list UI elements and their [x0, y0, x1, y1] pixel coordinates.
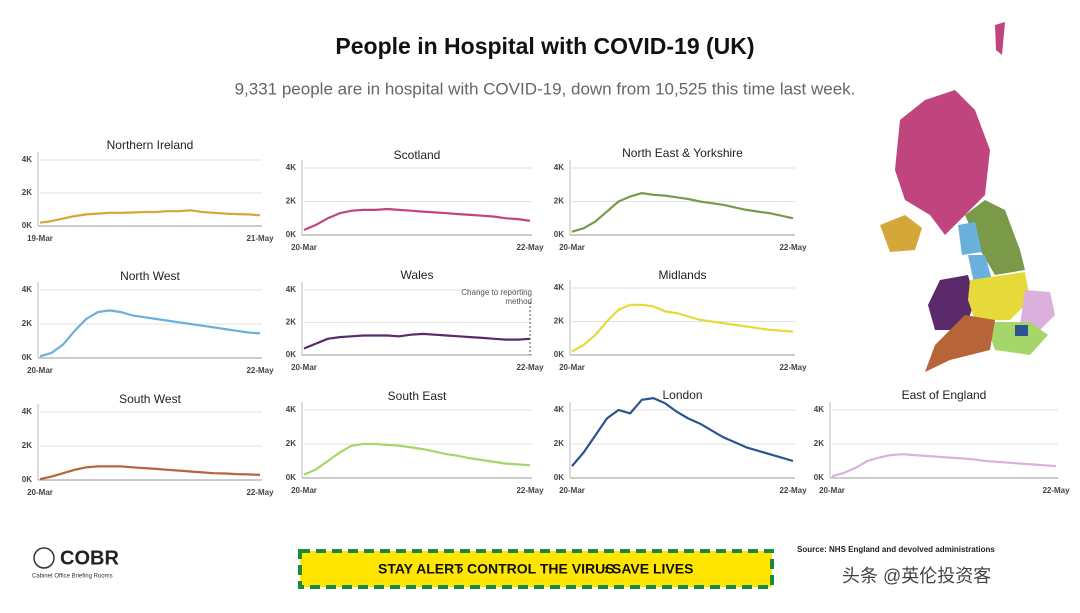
y-tick-label: 0K: [814, 473, 824, 482]
chart-title: London: [662, 388, 702, 402]
x-tick-label: 22-May: [516, 243, 544, 252]
y-tick-label: 2K: [22, 319, 32, 328]
banner-arrow: ›: [459, 561, 464, 577]
x-tick-label: 22-May: [246, 488, 274, 497]
title: People in Hospital with COVID-19 (UK): [335, 33, 754, 59]
x-tick-label: 20-Mar: [27, 488, 53, 497]
y-tick-label: 4K: [554, 405, 564, 414]
y-tick-label: 4K: [22, 285, 32, 294]
x-tick-label: 22-May: [246, 366, 274, 375]
y-tick-label: 4K: [814, 405, 824, 414]
uk-map: [880, 22, 1055, 372]
x-tick-label: 20-Mar: [559, 363, 585, 372]
y-tick-label: 2K: [286, 439, 296, 448]
subtitle: 9,331 people are in hospital with COVID-…: [235, 79, 856, 98]
line: [571, 397, 794, 467]
y-tick-label: 0K: [22, 475, 32, 484]
y-tick-label: 0K: [22, 221, 32, 230]
y-tick-label: 0K: [286, 473, 296, 482]
y-tick-label: 0K: [554, 230, 564, 239]
chart-title: South West: [119, 392, 181, 406]
y-tick-label: 0K: [22, 353, 32, 362]
y-tick-label: 0K: [554, 350, 564, 359]
source: Source: NHS England and devolved adminis…: [797, 545, 995, 554]
banner-1: STAY ALERT: [378, 561, 463, 577]
chart-title: Midlands: [658, 268, 706, 282]
logo-sub: Cabinet Office Briefing Rooms: [32, 574, 113, 580]
logo: COBR: [60, 547, 119, 569]
y-tick-label: 2K: [554, 439, 564, 448]
line: [39, 309, 261, 358]
x-tick-label: 20-Mar: [291, 243, 317, 252]
chart-title: East of England: [902, 388, 987, 402]
y-tick-label: 2K: [22, 441, 32, 450]
line: [571, 303, 794, 353]
chart-title: Wales: [401, 268, 434, 282]
y-tick-label: 4K: [286, 285, 296, 294]
y-tick-label: 4K: [554, 163, 564, 172]
chart-title: South East: [388, 389, 447, 403]
x-tick-label: 22-May: [1042, 486, 1070, 495]
line: [303, 332, 531, 350]
x-tick-label: 22-May: [516, 363, 544, 372]
x-tick-label: 22-May: [779, 486, 807, 495]
y-tick-label: 2K: [22, 188, 32, 197]
line: [571, 192, 794, 233]
y-tick-label: 2K: [286, 318, 296, 327]
annotation-box: Change to reporting method: [461, 288, 532, 306]
banner-3: SAVE LIVES: [612, 561, 693, 577]
line: [303, 207, 531, 232]
y-tick-label: 4K: [554, 283, 564, 292]
chart-title: North West: [120, 269, 180, 283]
chart-title: Scotland: [394, 148, 441, 162]
y-tick-label: 2K: [286, 197, 296, 206]
footer: COBR Cabinet Office Briefing Rooms STAY …: [32, 545, 995, 589]
y-tick-label: 4K: [22, 407, 32, 416]
chart-title: Northern Ireland: [107, 138, 194, 152]
x-tick-label: 19-Mar: [27, 234, 53, 243]
banner-arrow: ›: [604, 561, 609, 577]
annotation: Change to reporting method: [461, 288, 532, 306]
banner-2: CONTROL THE VIRUS: [467, 561, 615, 577]
x-tick-label: 22-May: [779, 363, 807, 372]
x-tick-label: 22-May: [516, 486, 544, 495]
x-tick-label: 20-Mar: [819, 486, 845, 495]
y-tick-label: 4K: [286, 163, 296, 172]
y-tick-label: 0K: [286, 350, 296, 359]
chart-title: North East & Yorkshire: [622, 146, 743, 160]
y-tick-label: 4K: [22, 155, 32, 164]
line: [39, 209, 261, 224]
x-tick-label: 21-May: [246, 234, 274, 243]
y-tick-label: 2K: [554, 197, 564, 206]
line: [303, 442, 531, 476]
y-tick-label: 4K: [286, 405, 296, 414]
x-tick-label: 20-Mar: [291, 486, 317, 495]
x-tick-label: 20-Mar: [559, 243, 585, 252]
x-tick-label: 20-Mar: [559, 486, 585, 495]
x-tick-label: 20-Mar: [291, 363, 317, 372]
line: [39, 465, 261, 481]
line: [831, 453, 1057, 478]
y-tick-label: 2K: [814, 439, 824, 448]
y-tick-label: 0K: [554, 473, 564, 482]
y-tick-label: 0K: [286, 230, 296, 239]
watermark: 头条 @英伦投资客: [842, 566, 991, 586]
x-tick-label: 20-Mar: [27, 366, 53, 375]
y-tick-label: 2K: [554, 317, 564, 326]
x-tick-label: 22-May: [779, 243, 807, 252]
